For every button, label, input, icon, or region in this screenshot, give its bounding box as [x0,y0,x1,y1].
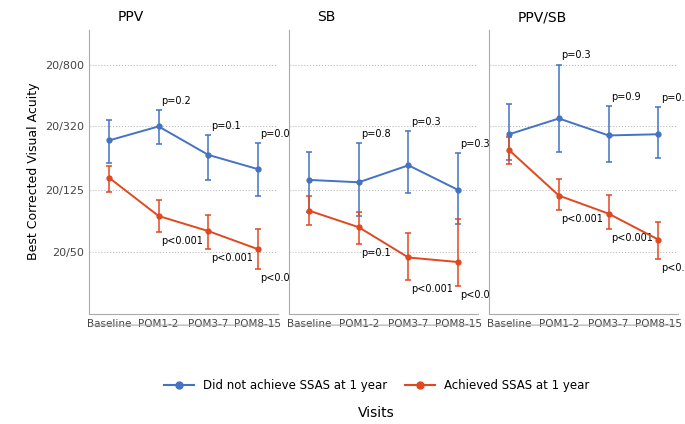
Legend: Did not achieve SSAS at 1 year, Achieved SSAS at 1 year: Did not achieve SSAS at 1 year, Achieved… [160,374,594,397]
Text: p=0.02: p=0.02 [260,129,297,139]
Text: p=0.9: p=0.9 [611,92,640,103]
Text: p<0.001: p<0.001 [611,233,653,243]
Y-axis label: Best Corrected Visual Acuity: Best Corrected Visual Acuity [27,83,40,260]
Text: p<0.001: p<0.001 [211,253,253,263]
Text: p=0.3: p=0.3 [562,50,591,61]
Text: p=0.1: p=0.1 [361,248,391,258]
Text: p<0.001: p<0.001 [460,290,503,301]
Text: p<0.001: p<0.001 [161,236,203,246]
Text: PPV: PPV [117,10,144,24]
Text: p=0.3: p=0.3 [460,139,490,149]
Text: p<0.001: p<0.001 [562,214,603,224]
Text: p=0.2: p=0.2 [161,96,191,106]
Text: p=0.8: p=0.8 [361,129,391,139]
Text: Visits: Visits [358,406,395,420]
Text: SB: SB [318,10,336,24]
Text: p<0.001: p<0.001 [411,284,453,294]
Text: p=0.3: p=0.3 [411,117,440,127]
Text: p=0.1: p=0.1 [211,121,240,131]
Text: p=0.8: p=0.8 [661,93,685,103]
Text: p<0.001: p<0.001 [260,273,302,283]
Text: p<0.001: p<0.001 [661,263,685,273]
Text: PPV/SB: PPV/SB [518,10,567,24]
